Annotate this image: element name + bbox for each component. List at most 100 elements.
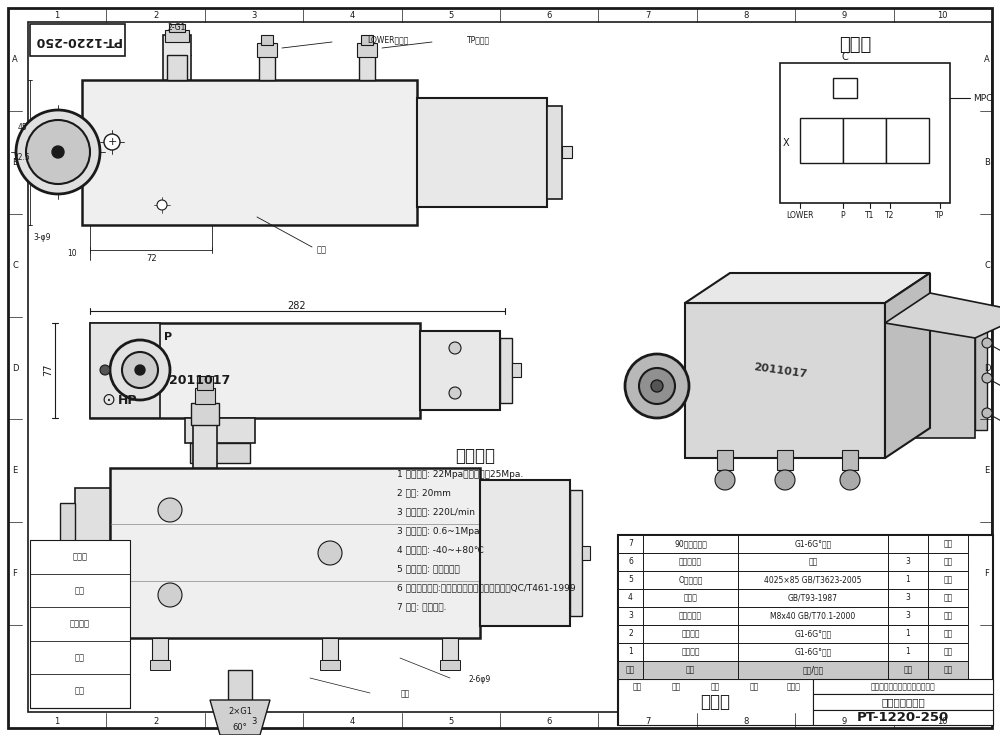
Text: 77: 77 — [43, 364, 53, 376]
Bar — [618, 661, 643, 679]
Text: 设计: 设计 — [633, 682, 642, 691]
Text: 螺旋式接头: 螺旋式接头 — [679, 558, 702, 567]
Bar — [228, 670, 252, 700]
Bar — [928, 589, 968, 607]
Text: 1: 1 — [906, 576, 910, 584]
Text: 22.5: 22.5 — [14, 152, 30, 162]
Text: M8x40 GB/T70.1-2000: M8x40 GB/T70.1-2000 — [770, 612, 856, 620]
Bar — [843, 118, 886, 163]
Circle shape — [982, 338, 992, 348]
Text: 标件: 标件 — [943, 539, 953, 548]
Text: 活塞接头: 活塞接头 — [681, 629, 700, 639]
Polygon shape — [210, 700, 270, 735]
Text: 2: 2 — [628, 629, 633, 639]
Bar — [643, 589, 738, 607]
Text: 日期: 日期 — [75, 686, 85, 696]
Text: 附件: 附件 — [400, 689, 410, 698]
Circle shape — [318, 541, 342, 565]
Text: ⊙: ⊙ — [101, 391, 115, 409]
Text: 组合件: 组合件 — [700, 693, 730, 711]
Bar — [75, 488, 110, 618]
Text: 3 控制气压: 0.6~1Mpa: 3 控制气压: 0.6~1Mpa — [397, 526, 480, 536]
Polygon shape — [685, 273, 930, 303]
Bar — [618, 535, 993, 725]
Bar — [685, 303, 885, 458]
Text: 标件: 标件 — [943, 558, 953, 567]
Bar — [570, 490, 582, 616]
Text: 主要参数: 主要参数 — [455, 447, 495, 465]
Text: 图纸版: 图纸版 — [72, 552, 88, 562]
Text: 活塞组件: 活塞组件 — [681, 648, 700, 656]
Bar — [440, 660, 460, 670]
Text: A: A — [984, 55, 990, 64]
Text: A: A — [12, 55, 18, 64]
Text: 2-6φ9: 2-6φ9 — [469, 675, 491, 684]
Bar — [618, 571, 643, 589]
Text: B: B — [984, 158, 990, 167]
Bar — [738, 625, 888, 643]
Text: 标准化: 标准化 — [787, 682, 800, 691]
Bar — [442, 638, 458, 660]
Circle shape — [449, 387, 461, 399]
Circle shape — [449, 342, 461, 354]
Bar — [738, 589, 888, 607]
Circle shape — [982, 408, 992, 418]
Bar — [928, 643, 968, 661]
Text: 4025×85 GB/T3623-2005: 4025×85 GB/T3623-2005 — [764, 576, 862, 584]
Bar — [643, 535, 738, 553]
Bar — [813, 679, 993, 695]
Text: 标件: 标件 — [943, 612, 953, 620]
Text: 标件: 标件 — [943, 593, 953, 603]
Circle shape — [110, 340, 170, 400]
Text: 4: 4 — [350, 10, 355, 20]
Text: C: C — [984, 261, 990, 270]
Circle shape — [52, 146, 64, 158]
Text: 3: 3 — [251, 717, 257, 725]
Text: 审核: 审核 — [672, 682, 681, 691]
Text: F: F — [13, 569, 17, 578]
Text: 原理图: 原理图 — [839, 36, 871, 54]
Circle shape — [651, 380, 663, 392]
Bar — [738, 661, 888, 679]
Text: 2×G1: 2×G1 — [228, 708, 252, 717]
Text: C: C — [12, 261, 18, 270]
Text: 批准: 批准 — [750, 682, 759, 691]
Bar — [359, 55, 375, 80]
Bar — [320, 660, 340, 670]
Bar — [738, 571, 888, 589]
Text: D: D — [984, 364, 990, 373]
Text: 4 工作温度: -40~+80℃: 4 工作温度: -40~+80℃ — [397, 545, 484, 554]
Text: 2-G1: 2-G1 — [168, 23, 186, 32]
Text: 总成: 总成 — [943, 648, 953, 656]
Text: 2: 2 — [153, 717, 158, 725]
Text: 1: 1 — [55, 10, 60, 20]
Bar — [110, 468, 480, 638]
Text: D: D — [12, 364, 18, 373]
Circle shape — [135, 365, 145, 375]
Text: X: X — [783, 138, 789, 148]
Text: 5 工作介质: 抗磨液压油: 5 工作介质: 抗磨液压油 — [397, 564, 460, 573]
Text: 3: 3 — [251, 10, 257, 20]
Bar — [975, 331, 987, 430]
Bar — [888, 607, 928, 625]
Bar — [257, 43, 277, 57]
Text: T1: T1 — [865, 210, 875, 220]
Text: PT-1220-250: PT-1220-250 — [33, 34, 121, 46]
Bar — [500, 338, 512, 403]
Text: 签名: 签名 — [75, 586, 85, 595]
Bar — [842, 450, 858, 470]
Text: 10: 10 — [938, 717, 948, 725]
Text: G1-6G°内螺: G1-6G°内螺 — [794, 648, 832, 656]
Circle shape — [715, 470, 735, 490]
Text: G1-6G°内螺: G1-6G°内螺 — [794, 539, 832, 548]
Text: 1: 1 — [628, 648, 633, 656]
Text: 工艺: 工艺 — [711, 682, 720, 691]
Bar — [928, 535, 968, 553]
Bar — [800, 118, 843, 163]
Bar — [618, 679, 813, 725]
Text: 60°: 60° — [233, 723, 247, 731]
Text: 3 额定流量: 220L/min: 3 额定流量: 220L/min — [397, 507, 475, 517]
Bar — [152, 638, 168, 660]
Bar — [888, 661, 928, 679]
Bar — [167, 55, 187, 80]
